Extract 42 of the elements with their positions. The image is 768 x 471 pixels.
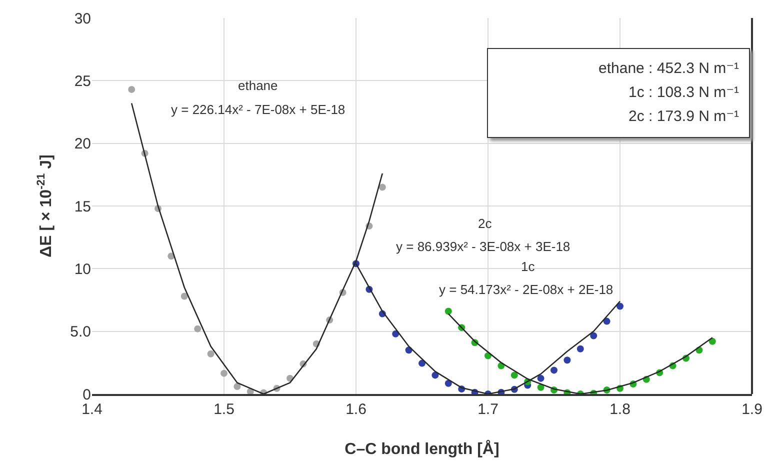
y-tick-label: 0 — [82, 386, 91, 404]
y-tick-label: 10 — [74, 260, 91, 278]
point — [564, 356, 571, 364]
y-tick-label: 20 — [74, 136, 91, 153]
point — [180, 292, 188, 300]
point — [194, 325, 202, 332]
point — [234, 382, 241, 390]
x-tick-label: 1.8 — [610, 401, 630, 418]
point — [128, 86, 136, 93]
point — [576, 345, 584, 352]
x-tick-label: 1.5 — [214, 401, 234, 418]
annotation: ethane — [238, 78, 278, 93]
point — [207, 350, 214, 358]
y-tick-label: 15 — [74, 198, 91, 216]
annotation: ethane : 452.3 N m⁻¹ — [598, 59, 739, 79]
x-tick-label: 1.9 — [742, 401, 762, 418]
annotation: 1c — [521, 259, 536, 274]
x-tick-label: 1.6 — [346, 401, 366, 418]
text-box: ethane : 452.3 N m⁻¹ 1c : 108.3 N m⁻¹ 2c : 173.9 N m⁻¹ — [487, 48, 750, 138]
point — [616, 302, 624, 310]
point — [378, 184, 386, 191]
point — [444, 380, 452, 387]
point — [418, 360, 426, 367]
y-tick-label: 5.0 — [70, 324, 91, 341]
annotation: 1c : 108.3 N m⁻¹ — [628, 83, 739, 103]
annotation: y = 54.173x² - 2E-08x + 2E-18 — [439, 282, 614, 297]
annotation: 2c — [478, 216, 492, 231]
point — [220, 370, 228, 377]
point — [550, 366, 558, 374]
x-axis-title: C–C bond length [Å] — [344, 439, 500, 458]
point — [537, 374, 544, 382]
annotation: y = 226.14x² - 7E-08x + 5E-18 — [171, 102, 346, 117]
point — [603, 318, 610, 325]
y-tick-label: 30 — [74, 10, 91, 28]
y-tick-label: 25 — [74, 72, 91, 90]
point — [590, 332, 598, 340]
point — [444, 308, 452, 315]
point — [510, 372, 518, 379]
annotation: 2c : 173.9 N m⁻¹ — [628, 107, 739, 127]
annotation: y = 86.939x² - 3E-08x + 3E-18 — [396, 239, 570, 254]
x-tick-label: 1.4 — [82, 401, 102, 418]
x-tick-label: 1.7 — [478, 401, 498, 418]
